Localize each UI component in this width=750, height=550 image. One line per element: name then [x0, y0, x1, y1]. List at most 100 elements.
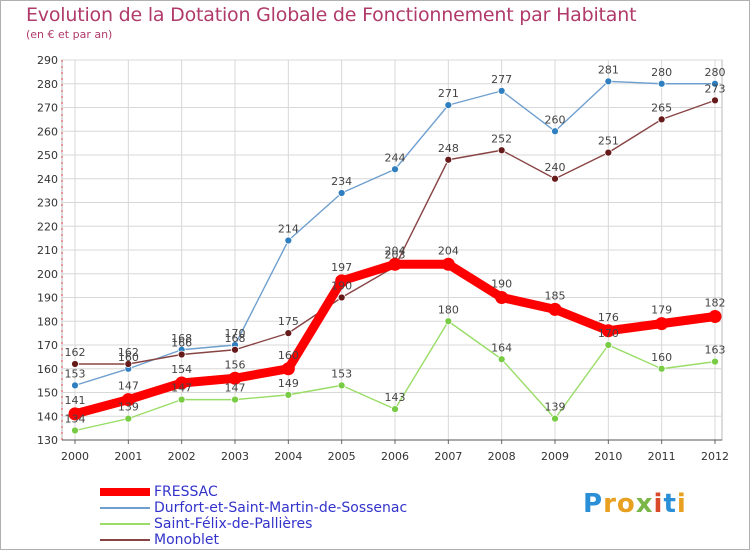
data-label-saint-felix-de-pallieres: 147 — [225, 382, 246, 395]
data-point-monoblet — [657, 115, 666, 124]
data-label-fressac: 160 — [278, 349, 299, 362]
data-label-saint-felix-de-pallieres: 139 — [118, 401, 139, 414]
x-tick-label: 2010 — [594, 450, 622, 463]
data-label-fressac: 204 — [385, 244, 406, 257]
y-tick-label: 210 — [37, 244, 58, 257]
legend-swatch-durfort — [100, 507, 150, 509]
data-label-fressac: 185 — [545, 289, 566, 302]
data-label-fressac: 190 — [491, 278, 512, 291]
x-tick-label: 2002 — [168, 450, 196, 463]
data-point-durfort-et-saint-martin-de-sossenac — [551, 127, 559, 136]
data-label-durfort-et-saint-martin-de-sossenac: 280 — [651, 66, 672, 79]
y-tick-label: 250 — [37, 149, 58, 162]
x-tick-label: 2000 — [61, 450, 89, 463]
x-tick-label: 2008 — [488, 450, 516, 463]
x-tick-label: 2006 — [381, 450, 409, 463]
data-label-durfort-et-saint-martin-de-sossenac: 271 — [438, 87, 459, 100]
y-tick-label: 190 — [37, 292, 58, 305]
data-label-saint-felix-de-pallieres: 164 — [491, 341, 512, 354]
data-point-saint-felix-de-pallieres — [177, 395, 186, 404]
data-label-durfort-et-saint-martin-de-sossenac: 234 — [331, 175, 352, 188]
data-label-layer: 134 139 147 147 149 153 143 180 164 139 170 160 163 1… — [65, 63, 726, 425]
y-tick-label: 200 — [37, 268, 58, 281]
data-label-durfort-et-saint-martin-de-sossenac: 280 — [705, 66, 726, 79]
y-tick-label: 280 — [37, 78, 58, 91]
y-tick-label: 290 — [37, 54, 58, 67]
data-point-monoblet — [71, 360, 79, 368]
data-point-monoblet — [711, 96, 719, 105]
chart-title: Evolution de la Dotation Globale de Fonc… — [26, 4, 637, 26]
legend-label-saint-felix: Saint-Félix-de-Pallières — [154, 516, 313, 532]
data-point-durfort-et-saint-martin-de-sossenac — [444, 101, 453, 110]
data-label-monoblet: 168 — [225, 332, 246, 345]
proxiti-logo: Proxiti — [583, 489, 687, 519]
series-layer — [68, 77, 722, 435]
data-point-saint-felix-de-pallieres — [497, 355, 506, 364]
y-tick-label: 180 — [37, 315, 58, 328]
data-point-durfort-et-saint-martin-de-sossenac — [657, 79, 666, 88]
y-tick-label: 230 — [37, 197, 58, 210]
data-point-fressac — [335, 274, 349, 288]
data-label-saint-felix-de-pallieres: 149 — [278, 377, 299, 390]
legend-swatch-saint-felix — [100, 523, 150, 525]
data-point-saint-felix-de-pallieres — [391, 405, 399, 414]
data-label-fressac: 147 — [118, 380, 139, 393]
data-label-monoblet: 252 — [491, 132, 512, 145]
legend-swatch-fressac — [100, 488, 150, 496]
data-point-fressac — [655, 317, 669, 331]
data-label-saint-felix-de-pallieres: 163 — [705, 344, 726, 357]
data-point-monoblet — [551, 174, 559, 183]
data-point-fressac — [388, 257, 402, 271]
axis-layer: 130 140 150 160 170 180 190 200 210 220 230 240 250 2… — [37, 54, 729, 463]
data-point-durfort-et-saint-martin-de-sossenac — [284, 236, 293, 245]
data-label-monoblet: 166 — [171, 337, 192, 350]
data-point-saint-felix-de-pallieres — [711, 357, 719, 366]
data-label-monoblet: 240 — [545, 161, 566, 174]
data-point-durfort-et-saint-martin-de-sossenac — [337, 189, 346, 197]
x-tick-label: 2005 — [328, 450, 356, 463]
data-label-saint-felix-de-pallieres: 143 — [385, 391, 406, 404]
y-tick-label: 240 — [37, 173, 58, 186]
data-point-monoblet — [231, 345, 239, 354]
data-point-monoblet — [284, 329, 293, 338]
data-label-durfort-et-saint-martin-de-sossenac: 260 — [545, 113, 566, 126]
data-label-monoblet: 273 — [705, 82, 726, 95]
data-label-saint-felix-de-pallieres: 134 — [65, 413, 86, 426]
data-label-saint-felix-de-pallieres: 153 — [331, 367, 352, 380]
x-tick-label: 2012 — [701, 450, 729, 463]
data-label-fressac: 176 — [598, 311, 619, 324]
data-label-durfort-et-saint-martin-de-sossenac: 214 — [278, 223, 299, 236]
data-point-saint-felix-de-pallieres — [71, 426, 79, 435]
data-label-saint-felix-de-pallieres: 147 — [171, 382, 192, 395]
data-label-monoblet: 248 — [438, 142, 459, 155]
x-tick-label: 2007 — [434, 450, 462, 463]
data-point-fressac — [68, 407, 82, 421]
data-label-fressac: 156 — [225, 358, 246, 371]
y-tick-label: 130 — [37, 434, 58, 447]
data-point-durfort-et-saint-martin-de-sossenac — [71, 381, 79, 390]
y-tick-label: 150 — [37, 387, 58, 400]
data-point-durfort-et-saint-martin-de-sossenac — [497, 86, 506, 95]
data-label-monoblet: 162 — [65, 346, 86, 359]
data-label-durfort-et-saint-martin-de-sossenac: 168 — [171, 332, 192, 345]
data-label-durfort-et-saint-martin-de-sossenac: 277 — [491, 73, 512, 86]
data-label-durfort-et-saint-martin-de-sossenac: 170 — [225, 327, 246, 340]
y-tick-label: 140 — [37, 410, 58, 423]
data-point-saint-felix-de-pallieres — [604, 341, 613, 349]
x-tick-label: 2004 — [274, 450, 302, 463]
legend-swatch-monoblet — [100, 539, 150, 541]
data-label-saint-felix-de-pallieres: 139 — [545, 401, 566, 414]
x-tick-label: 2003 — [221, 450, 249, 463]
data-point-fressac — [495, 291, 509, 304]
data-label-durfort-et-saint-martin-de-sossenac: 160 — [118, 351, 139, 364]
data-label-monoblet: 175 — [278, 315, 299, 328]
data-point-saint-felix-de-pallieres — [444, 317, 453, 326]
data-label-fressac: 141 — [65, 394, 86, 407]
data-label-monoblet: 265 — [651, 101, 672, 114]
data-point-fressac — [281, 362, 295, 376]
data-point-saint-felix-de-pallieres — [231, 395, 239, 404]
y-tick-label: 220 — [37, 220, 58, 233]
data-label-monoblet: 162 — [118, 346, 139, 359]
data-point-monoblet — [497, 146, 506, 155]
x-tick-label: 2001 — [114, 450, 142, 463]
